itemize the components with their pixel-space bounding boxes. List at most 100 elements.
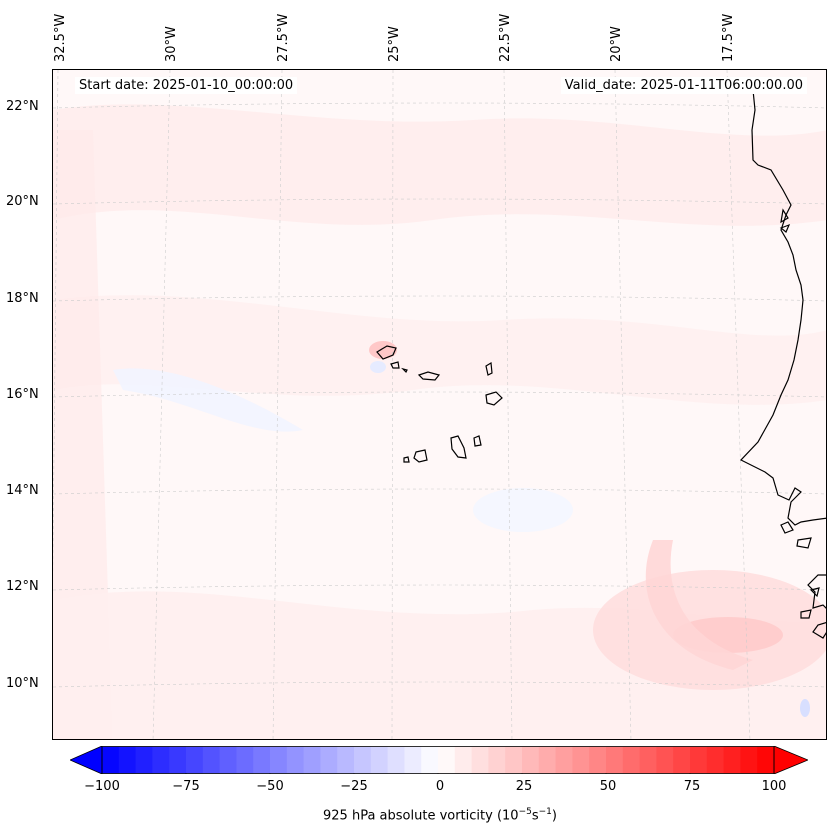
- colorbar-segment: [202, 746, 221, 774]
- vorticity-map: [53, 70, 826, 739]
- africa-coastline: [740, 89, 826, 639]
- colorbar-segment: [102, 746, 120, 774]
- vorticity-arc-southeast: [645, 540, 753, 670]
- colorbar-segment: [337, 746, 355, 774]
- island-maio: [473, 435, 482, 447]
- colorbar-segment: [454, 746, 473, 774]
- colorbar-segment: [589, 746, 607, 774]
- colorbar-segment: [438, 746, 456, 774]
- colorbar-segment: [706, 746, 725, 774]
- colorbar-segment: [690, 746, 708, 774]
- colorbar-segment: [488, 746, 506, 774]
- colorbar-segments: [102, 746, 775, 774]
- parallel-12n: [53, 584, 826, 591]
- colorbar-segment: [387, 746, 405, 774]
- colorbar-segment: [471, 746, 489, 774]
- coast-island-canary-2: [779, 223, 791, 233]
- colorbar-segment: [757, 746, 775, 774]
- lon-label-20w: 20°W: [609, 26, 624, 62]
- island-sao-nicolau: [417, 371, 441, 381]
- colorbar-segment: [219, 746, 237, 774]
- parallel-18n: [53, 295, 826, 302]
- colorbar-segment: [152, 746, 170, 774]
- negative-vorticity-patch-island: [370, 361, 386, 373]
- cb-tick-label-3: −25: [340, 779, 368, 794]
- lon-label-17-5w: 17.5°W: [721, 13, 736, 62]
- negative-vorticity-patch-lowright: [800, 699, 810, 717]
- colorbar-segment: [286, 746, 305, 774]
- colorbar-segment: [354, 746, 372, 774]
- meridian-22-5w: [503, 70, 513, 739]
- cb-tick-label-8: 100: [761, 779, 787, 794]
- colorbar-segment: [555, 746, 573, 774]
- colorbar-segment: [622, 746, 641, 774]
- gridlines: [53, 70, 826, 739]
- lat-label-10n: 10°N: [6, 676, 39, 691]
- negative-vorticity-band: [113, 368, 303, 432]
- coast-inlet-1: [780, 521, 794, 534]
- lon-label-32-5w: 32.5°W: [53, 13, 68, 62]
- lat-label-20n: 20°N: [6, 194, 39, 209]
- colorbar-segment: [673, 746, 691, 774]
- start-date-annotation: Start date: 2025-01-10_00:00:00: [75, 77, 298, 94]
- coastline: [740, 89, 826, 639]
- positive-vorticity-band-north: [53, 104, 826, 226]
- colorbar-segment: [723, 746, 741, 774]
- colorbar-segment: [538, 746, 557, 774]
- cb-tick-label-6: 50: [599, 779, 617, 794]
- cb-tick-label-0: −100: [84, 779, 120, 794]
- colorbar-segment: [118, 746, 137, 774]
- colorbar-segment: [303, 746, 321, 774]
- colorbar-label: 925 hPa absolute vorticity (10−5s−1): [323, 807, 557, 824]
- coast-island-canary: [780, 208, 789, 224]
- colorbar-segment: [370, 746, 389, 774]
- colorbar-segment: [522, 746, 540, 774]
- meridian-27-5w: [272, 70, 283, 739]
- lon-label-22-5w: 22.5°W: [498, 13, 513, 62]
- lon-label-25w: 25°W: [387, 26, 402, 62]
- coast-island-bijagos: [809, 587, 820, 598]
- island-santa-luzia: [401, 367, 408, 374]
- parallel-16n: [53, 391, 826, 398]
- lon-label-30w: 30°W: [164, 26, 179, 62]
- vorticity-field: [53, 70, 826, 739]
- colorbar-segment: [270, 746, 288, 774]
- colorbar-segment: [572, 746, 590, 774]
- map-panel: [52, 69, 827, 740]
- cb-tick-label-7: 75: [683, 779, 701, 794]
- positive-vorticity-band-mid: [53, 295, 826, 405]
- coast-inlet-3: [800, 609, 812, 619]
- colorbar-segment: [639, 746, 657, 774]
- colorbar-extend-max: [773, 746, 808, 774]
- island-boa-vista: [485, 391, 503, 406]
- positive-vorticity-west-streaks: [53, 130, 113, 739]
- cb-tick-label-1: −75: [172, 779, 200, 794]
- island-sao-vicente: [390, 361, 400, 369]
- lat-label-14n: 14°N: [6, 483, 39, 498]
- cape-verde-islands: [376, 345, 503, 463]
- island-sal: [485, 361, 493, 376]
- colorbar-extend-min: [70, 746, 103, 774]
- parallel-20n: [53, 198, 826, 205]
- lat-label-18n: 18°N: [6, 291, 39, 306]
- lat-label-12n: 12°N: [6, 579, 39, 594]
- meridian-17-5w: [726, 70, 751, 739]
- negative-vorticity-patch-south: [473, 488, 573, 532]
- lat-label-22n: 22°N: [6, 99, 39, 114]
- colorbar-segment: [656, 746, 674, 774]
- island-santiago: [450, 435, 467, 459]
- meridian-25w: [391, 70, 394, 739]
- parallel-10n: [53, 681, 826, 688]
- cb-tick-label-4: 0: [435, 779, 445, 794]
- coast-inlet-2: [796, 537, 812, 549]
- colorbar-segment: [320, 746, 338, 774]
- island-fogo: [413, 449, 428, 463]
- parallel-14n: [53, 488, 826, 495]
- colorbar-segment: [421, 746, 439, 774]
- lon-label-27-5w: 27.5°W: [276, 13, 291, 62]
- colorbar-segment: [186, 746, 204, 774]
- parallel-22n: [53, 102, 826, 109]
- colorbar-segment: [740, 746, 758, 774]
- colorbar-segment: [135, 746, 153, 774]
- cb-tick-label-2: −50: [256, 779, 284, 794]
